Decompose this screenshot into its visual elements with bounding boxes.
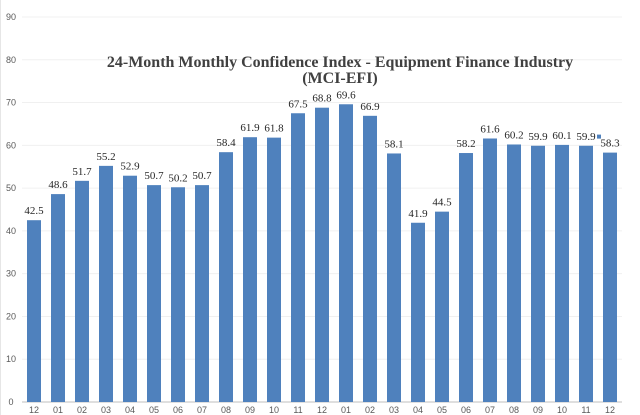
bar <box>27 220 41 402</box>
bar <box>603 152 617 402</box>
data-label: 55.2 <box>96 151 115 163</box>
x-tick-label: 11 <box>581 405 590 415</box>
bar <box>531 145 545 402</box>
y-tick-label: 60 <box>6 140 16 150</box>
legend-marker <box>597 134 601 139</box>
data-label: 50.2 <box>168 172 187 184</box>
bar <box>363 115 377 403</box>
data-label: 58.4 <box>216 137 236 149</box>
data-label: 59.9 <box>528 131 548 143</box>
data-label: 61.9 <box>240 122 260 134</box>
bar <box>507 144 521 402</box>
x-tick-label: 06 <box>173 405 183 415</box>
bar <box>435 211 449 402</box>
data-label: 68.8 <box>312 93 332 105</box>
y-tick-label: 20 <box>6 311 16 321</box>
y-tick-label: 80 <box>6 55 16 65</box>
x-tick-label: 03 <box>101 405 111 415</box>
bar <box>459 153 473 402</box>
x-tick-label: 05 <box>437 405 447 415</box>
data-label: 48.6 <box>48 179 68 191</box>
x-tick-label: 11 <box>293 405 302 415</box>
x-tick-label: 02 <box>77 405 87 415</box>
bar <box>555 144 569 402</box>
x-tick-label: 05 <box>149 405 159 415</box>
x-tick-label: 07 <box>485 405 495 415</box>
data-label: 58.1 <box>384 138 403 150</box>
bar <box>579 145 593 402</box>
x-tick-label: 04 <box>125 405 135 415</box>
data-label: 66.9 <box>360 101 380 113</box>
y-tick-label: 70 <box>6 98 16 108</box>
chart-title: 24-Month Monthly Confidence Index - Equi… <box>106 54 574 71</box>
bar <box>243 137 257 402</box>
data-label: 60.1 <box>552 130 571 142</box>
bar <box>291 113 305 402</box>
bar <box>195 185 209 402</box>
y-tick-label: 50 <box>6 183 16 193</box>
x-tick-label: 01 <box>53 405 63 415</box>
bar <box>75 180 89 402</box>
x-tick-label: 10 <box>557 405 567 415</box>
data-label: 42.5 <box>24 205 44 217</box>
x-tick-label: 12 <box>605 405 615 415</box>
data-label: 61.6 <box>480 123 500 135</box>
data-label: 67.5 <box>288 98 308 110</box>
data-label: 50.7 <box>192 170 212 182</box>
x-tick-label: 08 <box>221 405 231 415</box>
x-tick-label: 04 <box>413 405 423 415</box>
x-tick-label: 01 <box>341 405 351 415</box>
x-tick-label: 03 <box>389 405 399 415</box>
bar <box>171 187 185 402</box>
data-label: 59.9 <box>576 131 596 143</box>
x-tick-label: 09 <box>245 405 255 415</box>
y-tick-label: 0 <box>8 397 13 407</box>
bar <box>483 138 497 402</box>
bar <box>339 104 353 403</box>
bar <box>219 152 233 402</box>
data-label: 52.9 <box>120 161 140 173</box>
chart-subtitle: (MCI-EFI) <box>302 70 378 87</box>
data-label: 58.2 <box>456 138 475 150</box>
y-tick-label: 10 <box>6 354 16 364</box>
bar <box>267 137 281 402</box>
bar <box>387 153 401 402</box>
data-label: 61.8 <box>264 123 284 135</box>
bar <box>147 185 161 402</box>
x-tick-label: 07 <box>197 405 207 415</box>
x-tick-label: 08 <box>509 405 519 415</box>
x-tick-label: 06 <box>461 405 471 415</box>
data-label: 44.5 <box>432 197 452 209</box>
y-tick-label: 40 <box>6 226 16 236</box>
data-label: 50.7 <box>144 170 164 182</box>
y-tick-label: 30 <box>6 269 16 279</box>
x-tick-label: 09 <box>533 405 543 415</box>
data-label: 41.9 <box>408 208 428 220</box>
bar <box>411 222 425 402</box>
data-label: 58.3 <box>600 138 620 150</box>
x-tick-label: 12 <box>317 405 327 415</box>
data-label: 51.7 <box>72 166 92 178</box>
data-label: 60.2 <box>504 129 523 141</box>
chart-border <box>0 0 1 415</box>
bar <box>123 175 137 402</box>
data-label: 69.6 <box>336 89 356 101</box>
bar <box>99 165 113 402</box>
x-tick-label: 02 <box>365 405 375 415</box>
bar <box>315 107 329 402</box>
x-tick-label: 10 <box>269 405 279 415</box>
bar <box>51 194 65 402</box>
y-tick-label: 90 <box>6 12 16 22</box>
x-tick-label: 12 <box>29 405 39 415</box>
